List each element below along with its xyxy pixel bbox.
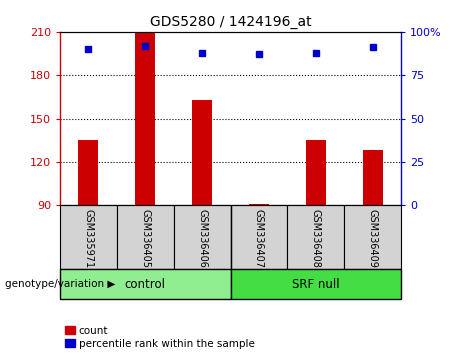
Bar: [230, 269, 401, 299]
Bar: [230, 205, 287, 269]
Text: SRF null: SRF null: [292, 278, 340, 291]
Legend: count, percentile rank within the sample: count, percentile rank within the sample: [65, 326, 254, 349]
Text: control: control: [125, 278, 165, 291]
Bar: [60, 269, 230, 299]
Text: GSM336409: GSM336409: [367, 209, 378, 267]
Bar: [78, 140, 98, 205]
Bar: [174, 205, 230, 269]
Bar: [135, 32, 155, 205]
Bar: [287, 205, 344, 269]
Bar: [117, 205, 174, 269]
Text: GSM336407: GSM336407: [254, 209, 264, 268]
Text: GSM336408: GSM336408: [311, 209, 321, 267]
Title: GDS5280 / 1424196_at: GDS5280 / 1424196_at: [150, 16, 311, 29]
Text: genotype/variation ▶: genotype/variation ▶: [5, 279, 115, 289]
Bar: [306, 140, 326, 205]
Bar: [363, 150, 383, 205]
Bar: [192, 100, 212, 205]
Bar: [344, 205, 401, 269]
Text: GSM336406: GSM336406: [197, 209, 207, 267]
Text: GSM336405: GSM336405: [140, 209, 150, 268]
Bar: [249, 204, 269, 205]
Bar: [60, 205, 117, 269]
Text: GSM335971: GSM335971: [83, 209, 94, 268]
